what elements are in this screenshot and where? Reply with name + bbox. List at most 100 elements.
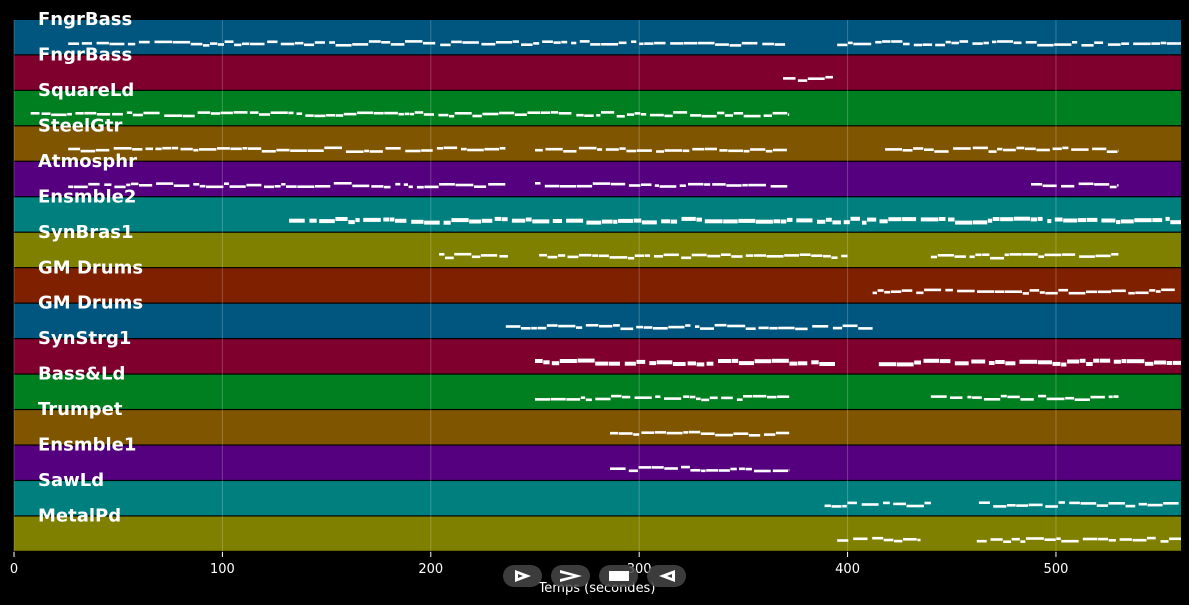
note-mark xyxy=(1020,398,1034,401)
note-mark xyxy=(930,395,947,398)
track-label: SynStrg1 xyxy=(38,328,131,349)
track-lane xyxy=(14,410,1181,445)
note-mark xyxy=(681,216,696,221)
note-mark xyxy=(438,113,449,117)
note-mark xyxy=(930,255,937,259)
note-mark xyxy=(248,147,262,150)
note-mark xyxy=(668,325,685,329)
note-mark xyxy=(335,114,344,117)
note-mark xyxy=(616,115,625,118)
stop-button[interactable] xyxy=(599,565,638,587)
play-button[interactable] xyxy=(503,565,542,587)
note-mark xyxy=(745,467,752,471)
note-mark xyxy=(309,218,317,223)
note-mark xyxy=(831,256,838,259)
note-mark xyxy=(439,253,445,256)
note-mark xyxy=(1099,358,1111,363)
note-mark xyxy=(997,40,1013,43)
note-mark xyxy=(1160,540,1169,543)
note-mark xyxy=(242,42,250,46)
note-mark xyxy=(700,327,714,330)
note-mark xyxy=(246,183,262,187)
note-mark xyxy=(294,41,304,45)
note-mark xyxy=(729,44,742,47)
note-mark xyxy=(395,218,407,223)
note-mark xyxy=(1125,504,1136,508)
track-lane xyxy=(14,481,1181,516)
note-mark xyxy=(622,395,631,399)
note-mark xyxy=(983,41,989,45)
note-mark xyxy=(539,253,547,257)
note-mark xyxy=(1108,395,1113,399)
note-mark xyxy=(696,362,705,367)
note-mark xyxy=(850,216,860,221)
note-mark xyxy=(41,112,51,115)
note-mark xyxy=(550,111,559,114)
note-mark xyxy=(315,185,331,188)
note-mark xyxy=(719,469,730,472)
note-mark xyxy=(1079,358,1086,363)
note-mark xyxy=(535,359,543,363)
note-mark xyxy=(754,254,766,257)
note-mark xyxy=(596,114,601,117)
back-button[interactable] xyxy=(647,565,686,587)
note-mark xyxy=(654,255,663,258)
note-mark xyxy=(772,469,788,473)
note-mark xyxy=(533,42,540,45)
note-mark xyxy=(1044,538,1056,541)
note-mark xyxy=(681,256,692,260)
note-mark xyxy=(1025,537,1044,540)
note-mark xyxy=(112,112,123,116)
note-mark xyxy=(1147,503,1163,507)
note-mark xyxy=(481,42,496,46)
note-mark xyxy=(595,397,611,401)
note-mark xyxy=(950,396,963,399)
note-mark xyxy=(641,183,652,186)
note-mark xyxy=(997,147,1003,151)
note-mark xyxy=(233,111,248,114)
note-mark xyxy=(683,395,689,398)
note-mark xyxy=(679,184,686,187)
note-mark xyxy=(537,326,547,330)
note-mark xyxy=(326,114,336,117)
track-lane xyxy=(14,445,1181,480)
note-mark xyxy=(893,539,903,543)
note-mark xyxy=(682,149,690,153)
note-mark xyxy=(935,43,945,47)
note-mark xyxy=(1111,289,1126,293)
note-mark xyxy=(1009,253,1022,256)
note-mark xyxy=(550,397,566,401)
note-mark xyxy=(1003,540,1011,543)
track-label: Ensmble1 xyxy=(38,435,136,456)
note-mark xyxy=(975,253,982,257)
forward-button[interactable] xyxy=(551,565,590,587)
note-mark xyxy=(319,219,335,224)
note-mark xyxy=(640,113,647,116)
note-mark xyxy=(563,150,577,153)
note-mark xyxy=(1058,501,1065,504)
x-tick-label: 200 xyxy=(418,562,443,577)
note-mark xyxy=(913,43,923,47)
note-mark xyxy=(698,41,715,45)
note-mark xyxy=(1006,504,1016,507)
note-mark xyxy=(832,326,843,330)
note-mark xyxy=(1094,41,1104,44)
note-mark xyxy=(796,218,813,223)
note-mark xyxy=(1154,360,1166,365)
note-mark xyxy=(812,325,829,328)
note-mark xyxy=(634,254,645,257)
note-mark xyxy=(1029,289,1040,292)
note-mark xyxy=(182,114,195,118)
note-mark xyxy=(742,183,748,187)
note-mark xyxy=(81,42,92,45)
note-mark xyxy=(728,149,743,153)
note-mark xyxy=(381,41,391,44)
note-mark xyxy=(405,149,421,153)
note-mark xyxy=(872,291,877,295)
note-mark xyxy=(664,149,683,152)
note-mark xyxy=(837,539,849,542)
note-mark xyxy=(1028,503,1043,507)
note-mark xyxy=(774,43,786,46)
note-mark xyxy=(628,184,641,187)
note-mark xyxy=(1081,44,1094,47)
